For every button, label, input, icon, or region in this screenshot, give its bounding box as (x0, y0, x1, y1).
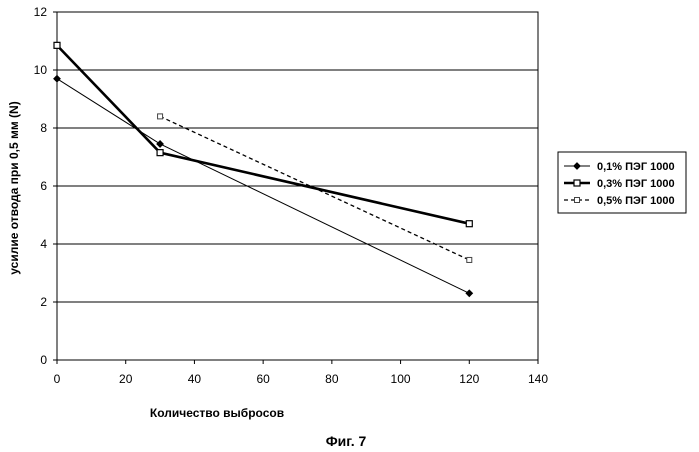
data-point (465, 220, 473, 228)
y-axis: 0 2 4 6 8 10 12 (34, 5, 57, 367)
series-line (159, 115, 470, 261)
x-tick-label: 80 (325, 372, 339, 386)
x-tick-label: 120 (459, 372, 479, 386)
data-point (465, 289, 474, 298)
y-tick-label: 4 (40, 237, 47, 251)
data-point (53, 74, 61, 83)
legend-label: 0,3% ПЭГ 1000 (597, 178, 675, 190)
y-axis-label: усилие отвода при 0,5 мм (N) (7, 101, 21, 274)
data-point (156, 149, 164, 157)
legend-item-3: 0,5% ПЭГ 1000 (564, 195, 675, 207)
x-tick-label: 0 (54, 372, 61, 386)
legend-marker (573, 179, 581, 187)
x-axis-label: Количество выбросов (150, 406, 284, 420)
legend-marker (574, 197, 580, 203)
series-2 (53, 41, 473, 228)
y-tick-label: 2 (40, 295, 47, 309)
legend-label: 0,1% ПЭГ 1000 (597, 161, 675, 173)
data-point (53, 41, 61, 49)
x-tick-label: 40 (188, 372, 202, 386)
y-tick-label: 8 (40, 121, 47, 135)
x-tick-label: 20 (119, 372, 133, 386)
x-tick-label: 140 (528, 372, 548, 386)
legend-label: 0,5% ПЭГ 1000 (597, 195, 675, 207)
data-point (157, 113, 164, 120)
series-3 (157, 113, 473, 263)
x-tick-label: 60 (256, 372, 270, 386)
legend-marker (573, 162, 581, 170)
x-axis: 0 20 40 60 80 100 120 140 (54, 360, 548, 386)
y-tick-label: 6 (40, 179, 47, 193)
series-group (53, 41, 474, 298)
figure-caption: Фиг. 7 (326, 433, 367, 449)
data-point (466, 256, 473, 263)
legend-item-1: 0,1% ПЭГ 1000 (564, 161, 675, 173)
data-point (156, 140, 164, 148)
y-tick-label: 0 (40, 353, 47, 367)
series-1 (53, 74, 474, 298)
y-tick-label: 12 (34, 5, 48, 19)
legend: 0,1% ПЭГ 1000 0,3% ПЭГ 1000 0,5% ПЭГ 1000 (557, 151, 687, 214)
legend-item-2: 0,3% ПЭГ 1000 (564, 178, 675, 190)
y-tick-label: 10 (34, 63, 48, 77)
x-tick-label: 100 (391, 372, 411, 386)
series-line (56, 44, 470, 225)
